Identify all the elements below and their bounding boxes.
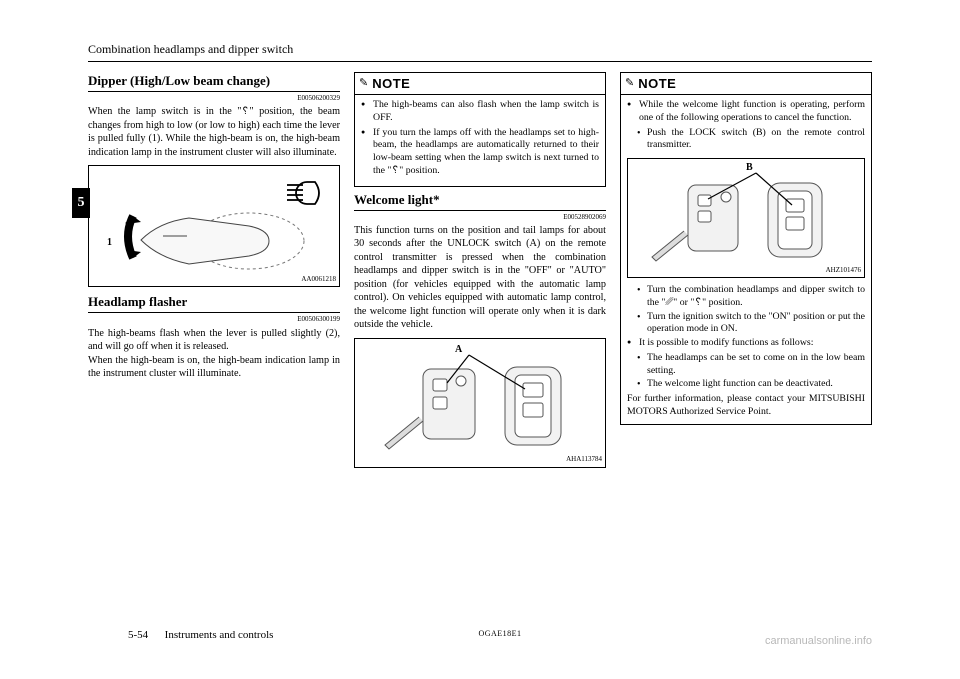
welcome-title: Welcome light* [354, 191, 606, 211]
welcome-figure-code: AHA113784 [566, 455, 602, 464]
welcome-figure: A AHA113784 [354, 338, 606, 468]
chapter-tab: 5 [72, 188, 90, 218]
note2-main-2: It is possible to modify functions as fo… [627, 337, 865, 350]
note-1-title: NOTE [372, 75, 410, 92]
footer-section: Instruments and controls [165, 629, 274, 641]
dipper-body: When the lamp switch is in the "␦" posit… [88, 105, 340, 159]
note2-sub-2: Turn the combination headlamps and dippe… [627, 284, 865, 309]
welcome-code: E00528902069 [354, 213, 606, 222]
manual-page: Combination headlamps and dipper switch … [0, 0, 960, 679]
column-container: Dipper (High/Low beam change) E005062003… [88, 68, 872, 474]
flasher-body-1: The high-beams flash when the lever is p… [88, 327, 340, 354]
header-rule [88, 61, 872, 62]
figure-b-label: B [746, 161, 753, 174]
flasher-body-2: When the high-beam is on, the high-beam … [88, 354, 340, 381]
page-number: 5-54 [128, 629, 148, 641]
flasher-title: Headlamp flasher [88, 293, 340, 313]
page-footer: 5-54 Instruments and controls OGAE18E1 [128, 629, 872, 641]
note2-sub-3: Turn the ignition switch to the "ON" pos… [627, 311, 865, 336]
note2-sub-4: The headlamps can be set to come on in t… [627, 352, 865, 377]
figure-a-label: A [455, 343, 462, 356]
watermark: carmanualsonline.info [765, 635, 872, 647]
note-pen-icon: ✎ [359, 76, 368, 91]
note2-sub-1: Push the LOCK switch (B) on the remote c… [627, 127, 865, 152]
note-pen-icon-2: ✎ [625, 76, 634, 91]
dipper-code: E00506200329 [88, 94, 340, 103]
high-beam-icon [285, 180, 325, 206]
column-1: Dipper (High/Low beam change) E005062003… [88, 68, 340, 474]
note2-sub-5: The welcome light function can be deacti… [627, 378, 865, 391]
note-box-2: ✎ NOTE While the welcome light function … [620, 72, 872, 425]
note-1-item-2: If you turn the lamps off with the headl… [361, 127, 599, 178]
note2-figure: B AHZ101476 [627, 158, 865, 278]
note-2-title: NOTE [638, 75, 676, 92]
remote-key-illustration-a [355, 339, 605, 467]
note-box-1: ✎ NOTE The high-beams can also flash whe… [354, 72, 606, 187]
column-2: ✎ NOTE The high-beams can also flash whe… [354, 68, 606, 474]
dipper-figure-code: AA0061218 [301, 275, 336, 284]
doc-code: OGAE18E1 [478, 629, 521, 638]
page-header: Combination headlamps and dipper switch [88, 42, 872, 57]
figure-label-1: 1 [107, 236, 112, 249]
note2-main-1: While the welcome light function is oper… [627, 99, 865, 124]
figure-label-2: 2 [125, 220, 130, 233]
note-2-title-row: ✎ NOTE [621, 73, 871, 95]
dipper-title: Dipper (High/Low beam change) [88, 72, 340, 92]
note-1-title-row: ✎ NOTE [355, 73, 605, 95]
note2-tail: For further information, please contact … [627, 393, 865, 418]
dipper-figure: 1 2 AA0061218 [88, 165, 340, 287]
note-2-body: While the welcome light function is oper… [621, 95, 871, 424]
welcome-body: This function turns on the position and … [354, 224, 606, 332]
remote-key-illustration-b [628, 159, 864, 277]
column-3: ✎ NOTE While the welcome light function … [620, 68, 872, 474]
note-1-body: The high-beams can also flash when the l… [355, 95, 605, 185]
note2-figure-code: AHZ101476 [826, 266, 861, 275]
note-1-item-1: The high-beams can also flash when the l… [361, 99, 599, 124]
flasher-code: E00506300199 [88, 315, 340, 324]
